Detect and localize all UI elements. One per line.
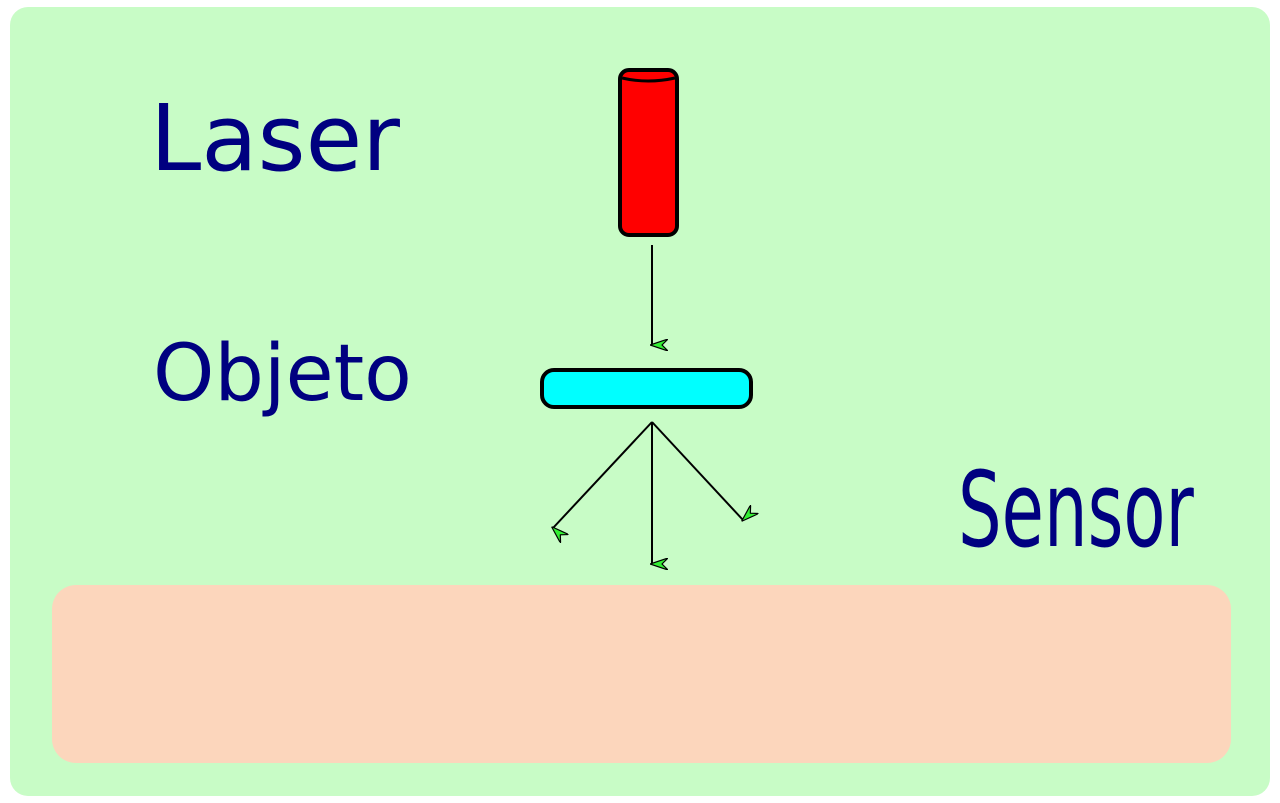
scattered-beam-right-arrow	[651, 421, 743, 520]
laser-emitter-cap	[621, 76, 676, 83]
object-label: Objeto	[153, 329, 412, 419]
scattered-beam-left-arrow	[553, 421, 653, 528]
sensor-label: Sensor	[958, 449, 1194, 570]
laser-label: Laser	[150, 85, 400, 192]
sensor-panel	[52, 585, 1231, 763]
object-sample	[540, 368, 753, 409]
laser-emitter	[618, 68, 679, 237]
